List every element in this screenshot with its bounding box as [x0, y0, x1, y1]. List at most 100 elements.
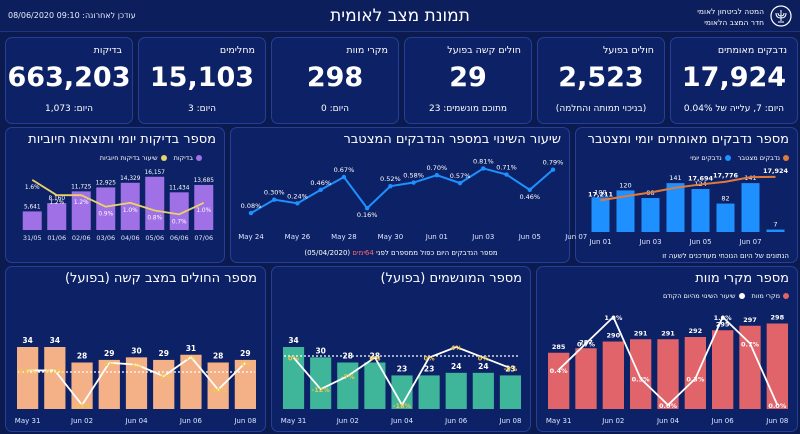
change-value-label: 7% [185, 354, 197, 362]
deaths-bar[interactable] [575, 348, 597, 409]
daily-confirmed-bar[interactable] [641, 198, 660, 232]
ventilated-bar[interactable] [472, 372, 494, 409]
x-tick-label: 04/06 [121, 234, 140, 242]
kpi-deaths-card[interactable]: מקרי מוות 298 היום: 0 [271, 37, 399, 124]
ventilated-bar[interactable] [418, 375, 440, 409]
tests-bar[interactable] [169, 192, 189, 230]
growth-point[interactable] [504, 172, 509, 177]
rate-value-label: 1.6% [25, 185, 40, 191]
daily-confirmed-bar[interactable] [741, 183, 760, 232]
note-text: מספר הנדבקים היום כפול ממספרם לפני [376, 249, 498, 257]
growth-point[interactable] [318, 187, 323, 193]
deaths-bar[interactable] [548, 352, 570, 409]
page-title: תמונת מצב לאומית [330, 6, 470, 26]
tests-bar[interactable] [47, 203, 67, 230]
growth-point[interactable] [388, 183, 393, 189]
tests-bar[interactable] [96, 187, 116, 230]
bar-value-label: 28 [213, 352, 223, 361]
growth-point[interactable] [481, 166, 486, 171]
ventilated-bar[interactable] [364, 362, 386, 410]
organization-name: המטה לביטחון לאומי חדר המצב הלאומי [697, 6, 764, 28]
kpi-value: 298 [306, 62, 364, 93]
bar-value-label: 291 [661, 329, 675, 337]
growth-point[interactable] [457, 180, 463, 186]
growth-point[interactable] [364, 206, 370, 211]
growth-point[interactable] [341, 174, 347, 180]
change-rate-line [292, 346, 511, 407]
point-value-label: 0.52% [380, 175, 401, 183]
kpi-label: בדיקות [93, 45, 122, 56]
point-value-label: 0.67% [334, 166, 355, 174]
x-tick-label: Jun 04 [656, 417, 680, 425]
ventilated-bar[interactable] [391, 375, 413, 409]
growth-point[interactable] [434, 172, 440, 178]
kpi-label: מחלימים [219, 45, 255, 56]
dashboard-header: עודכן לאחרונה: 09:10 08/06/2020 תמונת מצ… [0, 0, 800, 32]
change-value-label: 0.0% [768, 402, 787, 410]
change-value-label: -3% [157, 373, 171, 381]
daily-confirmed-bar[interactable] [591, 197, 610, 232]
growth-point[interactable] [411, 180, 416, 185]
legend-label: שיעור בדיקות חיוביות [99, 154, 158, 162]
deaths-bar[interactable] [712, 330, 734, 409]
ventilated-bar[interactable] [310, 357, 332, 409]
growth-point[interactable] [527, 187, 532, 193]
bar-value-label: 297 [743, 316, 757, 324]
kpi-recovered-card[interactable]: מחלימים 15,103 היום: 3 [138, 37, 266, 124]
severe-chart: 34 34 28 29 30 29 31 28 29 0.0% 0.0% -18% 4% 3% -3% 7% -… [15, 336, 257, 425]
chart-title: שיעור השינוי במספר הנדבקים המצטבר [343, 132, 561, 147]
tests-bar[interactable] [194, 184, 214, 230]
deaths-bar[interactable] [766, 323, 788, 410]
severe-bar[interactable] [180, 354, 202, 409]
change-value-label: 0.0% [19, 367, 38, 375]
growth-point[interactable] [550, 167, 556, 172]
ventilated-bar[interactable] [499, 375, 522, 409]
legend-item: שיעור בדיקות חיוביות [100, 154, 167, 162]
change-value-label: 0% [288, 355, 300, 363]
cumulative-line [600, 175, 776, 202]
tests-bar[interactable] [145, 176, 165, 230]
kpi-sub: היום: 3 [188, 104, 216, 114]
tests-bar[interactable] [71, 191, 91, 230]
deaths-bar[interactable] [630, 339, 652, 409]
severe-bar[interactable] [44, 347, 66, 409]
deaths-bar[interactable] [657, 339, 679, 409]
change-value-label: 0% [424, 355, 436, 363]
daily-confirmed-bar[interactable] [766, 229, 785, 232]
severe-bar[interactable] [153, 359, 175, 409]
change-rate-line [27, 355, 247, 407]
legend-item: בדיקות [174, 154, 202, 162]
kpi-active-card[interactable]: חולים בפועל 2,523 (בניכוי תמותה והחלמה) [537, 37, 665, 124]
point-value-label: 0.70% [427, 164, 448, 172]
deaths-bar[interactable] [684, 337, 706, 409]
deaths-bar[interactable] [739, 325, 761, 409]
chart-title: מספר החולים במצב קשה (בפועל) [64, 271, 257, 286]
x-tick-label: Jun 01 [588, 238, 611, 246]
daily-confirmed-bar[interactable] [616, 190, 635, 232]
growth-point[interactable] [272, 197, 277, 202]
severe-bar[interactable] [125, 357, 148, 409]
bar-value-label: 120 [619, 181, 631, 189]
severe-bar[interactable] [207, 362, 229, 410]
point-value-label: 0.81% [473, 157, 494, 165]
growth-point[interactable] [295, 201, 300, 206]
daily-confirmed-bar[interactable] [666, 183, 685, 232]
tests-bar[interactable] [22, 211, 42, 230]
ventilated-bar[interactable] [337, 362, 359, 410]
tests-bar[interactable] [120, 182, 140, 230]
kpi-severe-card[interactable]: חולים קשה בפועל 29 מתוכם מונשמים: 23 [404, 37, 532, 124]
daily-confirmed-bar[interactable] [716, 203, 735, 232]
rate-value-label: 0.7% [172, 219, 187, 225]
x-tick-label: Jun 03 [638, 238, 661, 246]
kpi-label: חולים קשה בפועל [447, 45, 521, 56]
bar-value-label: 34 [50, 336, 60, 345]
kpi-tests-card[interactable]: בדיקות 663,203 היום: 1,073 [5, 37, 133, 124]
growth-line [250, 167, 554, 214]
ventilated-bar[interactable] [445, 372, 467, 409]
cumulative-label: 17,694 [688, 174, 714, 182]
deaths-bar[interactable] [602, 341, 624, 410]
severe-bar[interactable] [16, 347, 39, 409]
kpi-confirmed-card[interactable]: נדבקים מאומתים 17,924 היום: 7, עלייה של … [670, 37, 798, 124]
daily-confirmed-bar[interactable] [691, 189, 710, 232]
growth-point[interactable] [248, 210, 254, 216]
